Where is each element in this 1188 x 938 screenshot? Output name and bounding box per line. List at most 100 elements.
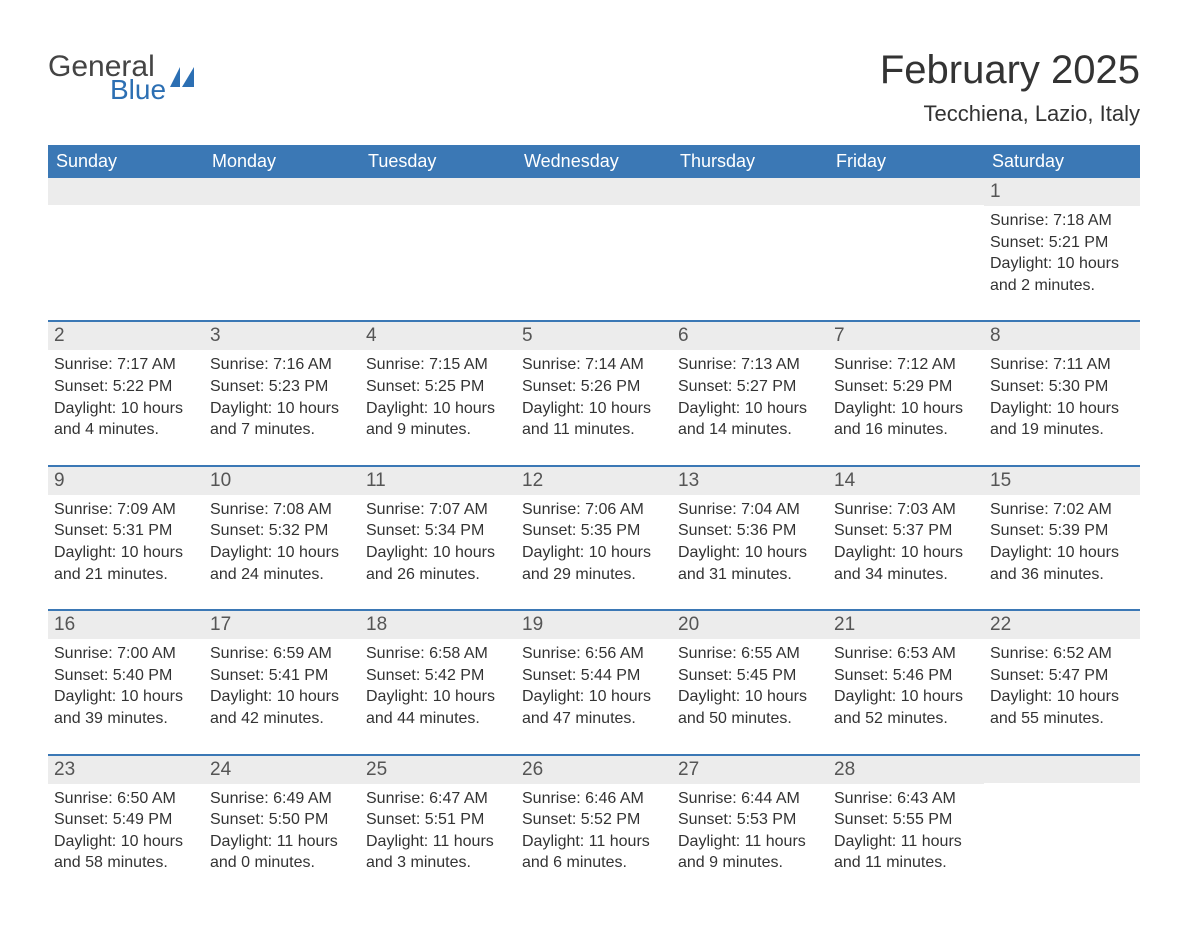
day-body: Sunrise: 7:15 AMSunset: 5:25 PMDaylight:… [360, 350, 516, 442]
daylight-line: Daylight: 10 hours and 55 minutes. [990, 686, 1134, 729]
sunset-line: Sunset: 5:53 PM [678, 809, 822, 831]
day-number: 26 [516, 756, 672, 784]
day-cell [516, 178, 672, 298]
daylight-line: Daylight: 10 hours and 24 minutes. [210, 542, 354, 585]
daylight-line: Daylight: 10 hours and 44 minutes. [366, 686, 510, 729]
day-body: Sunrise: 6:55 AMSunset: 5:45 PMDaylight:… [672, 639, 828, 731]
daylight-line: Daylight: 10 hours and 36 minutes. [990, 542, 1134, 585]
sunrise-line: Sunrise: 6:55 AM [678, 643, 822, 665]
title-block: February 2025 Tecchiena, Lazio, Italy [880, 48, 1140, 127]
daylight-line: Daylight: 10 hours and 39 minutes. [54, 686, 198, 729]
day-number: 24 [204, 756, 360, 784]
day-number: 2 [48, 322, 204, 350]
day-number: 3 [204, 322, 360, 350]
day-cell: 8Sunrise: 7:11 AMSunset: 5:30 PMDaylight… [984, 322, 1140, 442]
day-body: Sunrise: 6:47 AMSunset: 5:51 PMDaylight:… [360, 784, 516, 876]
day-cell: 7Sunrise: 7:12 AMSunset: 5:29 PMDaylight… [828, 322, 984, 442]
sunset-line: Sunset: 5:37 PM [834, 520, 978, 542]
month-title: February 2025 [880, 48, 1140, 93]
dow-cell: Saturday [984, 145, 1140, 178]
sunrise-line: Sunrise: 6:50 AM [54, 788, 198, 810]
day-body: Sunrise: 7:07 AMSunset: 5:34 PMDaylight:… [360, 495, 516, 587]
day-cell: 3Sunrise: 7:16 AMSunset: 5:23 PMDaylight… [204, 322, 360, 442]
day-body: Sunrise: 7:04 AMSunset: 5:36 PMDaylight:… [672, 495, 828, 587]
day-of-week-header: SundayMondayTuesdayWednesdayThursdayFrid… [48, 145, 1140, 178]
day-body [48, 205, 204, 295]
sunrise-line: Sunrise: 7:11 AM [990, 354, 1134, 376]
sunset-line: Sunset: 5:25 PM [366, 376, 510, 398]
day-number: 18 [360, 611, 516, 639]
week-row: 9Sunrise: 7:09 AMSunset: 5:31 PMDaylight… [48, 465, 1140, 587]
day-cell: 13Sunrise: 7:04 AMSunset: 5:36 PMDayligh… [672, 467, 828, 587]
dow-cell: Monday [204, 145, 360, 178]
sunset-line: Sunset: 5:27 PM [678, 376, 822, 398]
day-number: 25 [360, 756, 516, 784]
day-cell [672, 178, 828, 298]
sunrise-line: Sunrise: 7:02 AM [990, 499, 1134, 521]
day-cell: 21Sunrise: 6:53 AMSunset: 5:46 PMDayligh… [828, 611, 984, 731]
sunrise-line: Sunrise: 7:00 AM [54, 643, 198, 665]
day-body [828, 205, 984, 295]
day-cell: 17Sunrise: 6:59 AMSunset: 5:41 PMDayligh… [204, 611, 360, 731]
daylight-line: Daylight: 10 hours and 31 minutes. [678, 542, 822, 585]
sunrise-line: Sunrise: 6:59 AM [210, 643, 354, 665]
week-row: 16Sunrise: 7:00 AMSunset: 5:40 PMDayligh… [48, 609, 1140, 731]
daylight-line: Daylight: 10 hours and 7 minutes. [210, 398, 354, 441]
day-cell: 22Sunrise: 6:52 AMSunset: 5:47 PMDayligh… [984, 611, 1140, 731]
logo: General Blue [48, 52, 200, 104]
day-cell: 10Sunrise: 7:08 AMSunset: 5:32 PMDayligh… [204, 467, 360, 587]
sunset-line: Sunset: 5:26 PM [522, 376, 666, 398]
sunrise-line: Sunrise: 7:16 AM [210, 354, 354, 376]
sunset-line: Sunset: 5:30 PM [990, 376, 1134, 398]
day-body [672, 205, 828, 295]
day-cell: 27Sunrise: 6:44 AMSunset: 5:53 PMDayligh… [672, 756, 828, 876]
day-cell: 4Sunrise: 7:15 AMSunset: 5:25 PMDaylight… [360, 322, 516, 442]
day-number: 17 [204, 611, 360, 639]
sunrise-line: Sunrise: 7:07 AM [366, 499, 510, 521]
daylight-line: Daylight: 10 hours and 16 minutes. [834, 398, 978, 441]
day-number: 12 [516, 467, 672, 495]
day-cell: 24Sunrise: 6:49 AMSunset: 5:50 PMDayligh… [204, 756, 360, 876]
day-number: 23 [48, 756, 204, 784]
sunrise-line: Sunrise: 6:52 AM [990, 643, 1134, 665]
day-body: Sunrise: 6:46 AMSunset: 5:52 PMDaylight:… [516, 784, 672, 876]
sunrise-line: Sunrise: 6:43 AM [834, 788, 978, 810]
sunset-line: Sunset: 5:22 PM [54, 376, 198, 398]
sunrise-line: Sunrise: 6:56 AM [522, 643, 666, 665]
day-number: 4 [360, 322, 516, 350]
weeks-container: 1Sunrise: 7:18 AMSunset: 5:21 PMDaylight… [48, 178, 1140, 876]
sunset-line: Sunset: 5:52 PM [522, 809, 666, 831]
day-cell: 20Sunrise: 6:55 AMSunset: 5:45 PMDayligh… [672, 611, 828, 731]
location-subtitle: Tecchiena, Lazio, Italy [880, 101, 1140, 127]
sunrise-line: Sunrise: 6:49 AM [210, 788, 354, 810]
day-number [672, 178, 828, 205]
dow-cell: Thursday [672, 145, 828, 178]
sunrise-line: Sunrise: 7:03 AM [834, 499, 978, 521]
day-body: Sunrise: 6:58 AMSunset: 5:42 PMDaylight:… [360, 639, 516, 731]
day-cell: 23Sunrise: 6:50 AMSunset: 5:49 PMDayligh… [48, 756, 204, 876]
day-body [204, 205, 360, 295]
day-body: Sunrise: 7:09 AMSunset: 5:31 PMDaylight:… [48, 495, 204, 587]
day-number: 1 [984, 178, 1140, 206]
day-body: Sunrise: 7:18 AMSunset: 5:21 PMDaylight:… [984, 206, 1140, 298]
sunset-line: Sunset: 5:51 PM [366, 809, 510, 831]
week-row: 23Sunrise: 6:50 AMSunset: 5:49 PMDayligh… [48, 754, 1140, 876]
flag-icon [170, 67, 200, 94]
day-cell: 6Sunrise: 7:13 AMSunset: 5:27 PMDaylight… [672, 322, 828, 442]
day-cell [360, 178, 516, 298]
sunrise-line: Sunrise: 7:06 AM [522, 499, 666, 521]
calendar-grid: SundayMondayTuesdayWednesdayThursdayFrid… [48, 145, 1140, 876]
sunrise-line: Sunrise: 7:15 AM [366, 354, 510, 376]
day-cell: 12Sunrise: 7:06 AMSunset: 5:35 PMDayligh… [516, 467, 672, 587]
day-body: Sunrise: 7:13 AMSunset: 5:27 PMDaylight:… [672, 350, 828, 442]
day-number: 10 [204, 467, 360, 495]
day-number: 8 [984, 322, 1140, 350]
sunrise-line: Sunrise: 7:17 AM [54, 354, 198, 376]
day-number: 27 [672, 756, 828, 784]
daylight-line: Daylight: 10 hours and 11 minutes. [522, 398, 666, 441]
daylight-line: Daylight: 10 hours and 34 minutes. [834, 542, 978, 585]
sunrise-line: Sunrise: 7:18 AM [990, 210, 1134, 232]
daylight-line: Daylight: 11 hours and 0 minutes. [210, 831, 354, 874]
daylight-line: Daylight: 10 hours and 52 minutes. [834, 686, 978, 729]
sunrise-line: Sunrise: 7:14 AM [522, 354, 666, 376]
